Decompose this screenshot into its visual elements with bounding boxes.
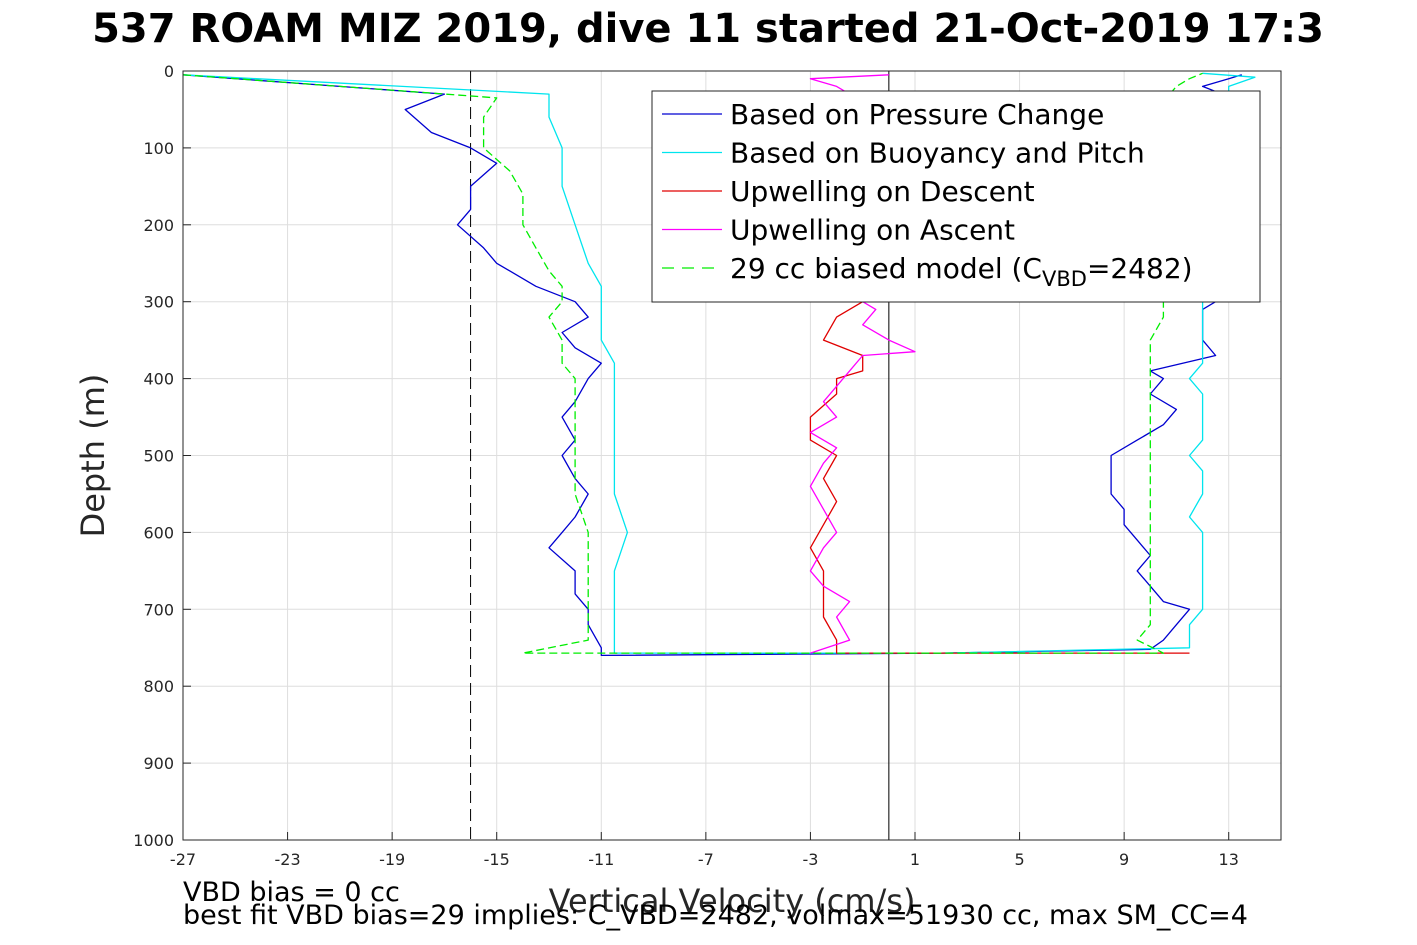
series-layer [182, 72, 1256, 657]
y-axis-label: Depth (m) [74, 374, 112, 538]
legend-entry-label: 29 cc biased model (CVBD=2482) [730, 252, 1193, 291]
y-tick-label: 100 [143, 139, 174, 158]
x-tick-label: -27 [170, 850, 196, 869]
series-line-3 [809, 74, 916, 654]
x-axis-label: Vertical Velocity (cm/s) [549, 882, 916, 920]
y-tick-label: 500 [143, 447, 174, 466]
x-tick-label: 9 [1119, 850, 1129, 869]
series-line-2 [809, 301, 1190, 654]
legend-entry-label: Upwelling on Ascent [730, 214, 1015, 247]
x-tick-label: 13 [1219, 850, 1239, 869]
series-line-0 [182, 74, 1243, 657]
tick-layer: -27 -23 -19 -15 -11 -7 -3 1 5 9 13 0 100 200 300 400 500… [133, 62, 1239, 869]
y-tick-label: 1000 [133, 831, 174, 850]
legend-entry-label: Based on Buoyancy and Pitch [730, 137, 1145, 170]
x-tick-label: -19 [379, 850, 405, 869]
x-tick-label: -3 [802, 850, 818, 869]
x-tick-label: -7 [698, 850, 714, 869]
x-tick-label: -11 [588, 850, 614, 869]
y-tick-label: 600 [143, 523, 174, 542]
y-tick-label: 300 [143, 293, 174, 312]
chart-title: 537 ROAM MIZ 2019, dive 11 started 21-Oc… [92, 6, 1324, 52]
y-tick-label: 900 [143, 754, 174, 773]
footer-vbd-bias: VBD bias = 0 cc [183, 877, 400, 908]
y-tick-label: 400 [143, 370, 174, 389]
x-tick-label: -23 [275, 850, 301, 869]
x-tick-label: 5 [1014, 850, 1024, 869]
x-tick-label: -15 [484, 850, 510, 869]
legend-box [651, 90, 1261, 303]
series-line-1 [182, 72, 1256, 654]
y-tick-label: 700 [143, 600, 174, 619]
legend: Based on Pressure Change Based on Buoyanc… [651, 90, 1261, 303]
y-tick-label: 800 [143, 677, 174, 696]
footer-best-fit: best fit VBD bias=29 implies: C_VBD=2482… [183, 900, 1248, 931]
legend-entry-label: Upwelling on Descent [730, 175, 1035, 208]
y-tick-label: 0 [164, 62, 174, 81]
series-line-4 [182, 72, 1203, 654]
y-tick-label: 200 [143, 216, 174, 235]
legend-entry-label: Based on Pressure Change [730, 98, 1104, 131]
x-tick-label: 1 [910, 850, 920, 869]
